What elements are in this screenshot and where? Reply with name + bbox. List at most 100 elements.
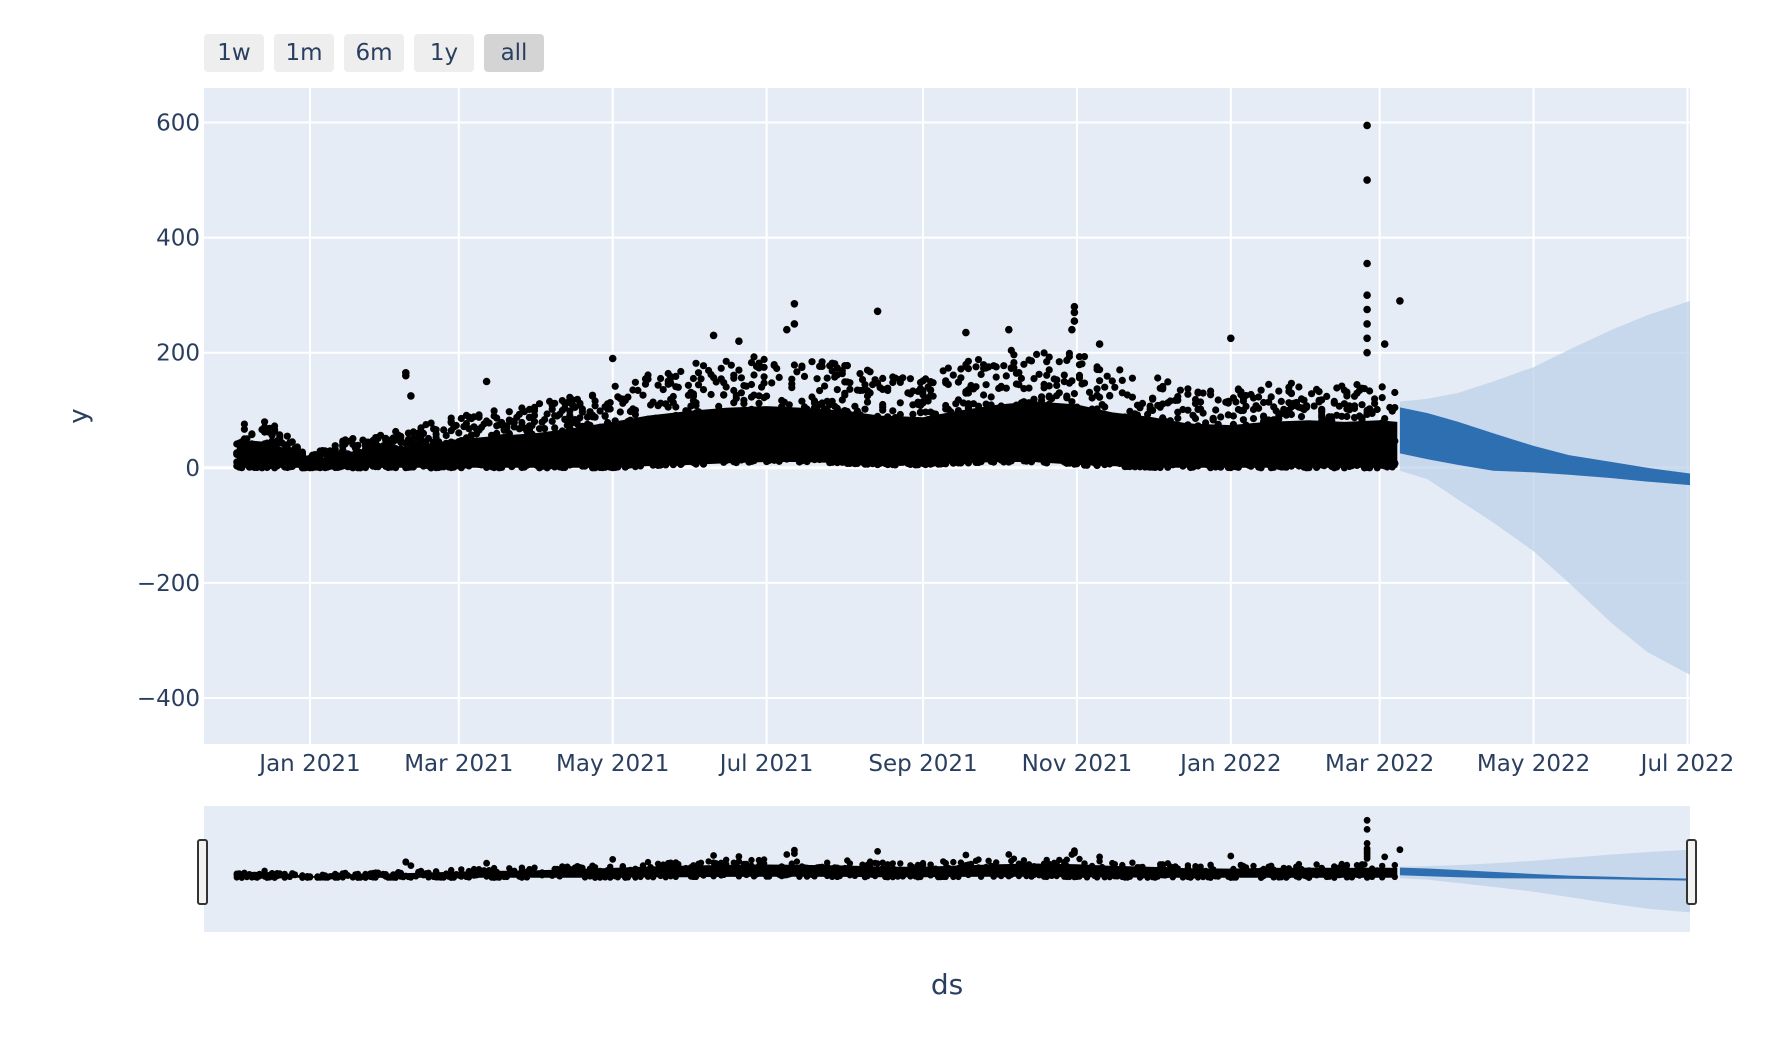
- observed-outlier-point: [407, 392, 415, 400]
- range-button-1y[interactable]: 1y: [414, 34, 474, 72]
- observed-point: [788, 426, 796, 434]
- observed-point: [982, 438, 990, 446]
- slider-observed-point: [1194, 872, 1202, 879]
- range-button-all[interactable]: all: [484, 34, 544, 72]
- observed-point: [1093, 437, 1101, 445]
- slider-observed-point: [1010, 855, 1018, 862]
- slider-observed-point: [594, 869, 601, 877]
- observed-point: [1371, 452, 1379, 460]
- slider-observed-point: [291, 871, 298, 879]
- slider-observed-point: [1053, 872, 1060, 880]
- slider-observed-point: [425, 873, 432, 880]
- observed-point: [1043, 371, 1051, 379]
- observed-point: [798, 397, 806, 405]
- slider-observed-point: [846, 872, 854, 879]
- observed-point: [1070, 407, 1078, 415]
- slider-observed-point: [339, 870, 346, 877]
- observed-point: [914, 448, 922, 456]
- observed-point: [447, 418, 455, 426]
- observed-point: [982, 381, 990, 389]
- observed-point: [727, 361, 735, 369]
- observed-point: [1000, 362, 1008, 370]
- observed-point: [1005, 458, 1013, 466]
- x-tick-label: Jul 2022: [1639, 751, 1735, 777]
- forecast-uncertainty-band: [1399, 300, 1690, 675]
- observed-point: [889, 373, 897, 381]
- slider-observed-point: [1015, 872, 1023, 880]
- observed-point: [1063, 392, 1071, 400]
- observed-point: [566, 456, 574, 464]
- observed-point: [626, 442, 635, 450]
- observed-point: [1136, 404, 1144, 412]
- observed-point: [899, 374, 907, 382]
- range-button-1m[interactable]: 1m: [274, 34, 334, 72]
- observed-point: [1257, 463, 1265, 471]
- observed-point: [672, 403, 680, 411]
- observed-point: [1091, 407, 1099, 415]
- observed-point: [1184, 446, 1192, 454]
- observed-point: [1176, 386, 1184, 394]
- observed-point: [1156, 403, 1164, 411]
- observed-point: [1103, 372, 1111, 380]
- observed-point: [720, 458, 728, 466]
- range-slider-right-handle[interactable]: [1686, 839, 1697, 905]
- observed-point: [720, 379, 728, 387]
- observed-point: [1133, 420, 1142, 428]
- slider-observed-point: [1129, 859, 1136, 866]
- observed-point: [253, 447, 261, 456]
- slider-observed-point: [1093, 867, 1101, 874]
- slider-observed-point: [735, 871, 743, 878]
- observed-point: [692, 409, 700, 417]
- slider-observed-point: [702, 869, 710, 877]
- observed-point: [1219, 426, 1227, 434]
- observed-point: [631, 450, 640, 458]
- observed-point: [687, 419, 695, 427]
- observed-point: [795, 432, 804, 440]
- slider-observed-outlier-point: [1363, 826, 1371, 833]
- observed-point: [679, 417, 688, 425]
- observed-point: [505, 436, 513, 444]
- observed-point: [891, 439, 899, 447]
- observed-point: [1191, 414, 1200, 423]
- observed-point: [760, 373, 768, 381]
- slider-observed-point: [783, 869, 790, 876]
- range-button-6m[interactable]: 6m: [344, 34, 404, 72]
- observed-point: [1297, 424, 1306, 432]
- observed-point: [1118, 376, 1126, 384]
- observed-point: [682, 407, 690, 415]
- slider-observed-point: [1366, 869, 1373, 876]
- observed-point: [803, 405, 811, 413]
- observed-point: [775, 446, 783, 454]
- observed-point: [1065, 459, 1073, 467]
- observed-point: [498, 457, 506, 465]
- observed-point: [1350, 402, 1359, 410]
- observed-outlier-point: [1005, 325, 1013, 334]
- observed-point: [1017, 374, 1025, 382]
- slider-observed-point: [362, 872, 369, 879]
- observed-point: [1360, 451, 1369, 459]
- observed-point: [846, 379, 854, 387]
- observed-point: [758, 431, 766, 440]
- observed-outlier-point: [1380, 340, 1389, 348]
- observed-point: [990, 362, 998, 370]
- observed-point: [894, 451, 902, 459]
- range-button-1w[interactable]: 1w: [204, 34, 264, 72]
- range-slider-left-handle[interactable]: [197, 839, 208, 905]
- observed-point: [755, 399, 763, 407]
- observed-point: [919, 426, 927, 434]
- observed-point: [1017, 420, 1025, 428]
- observed-outlier-point: [1068, 325, 1076, 334]
- slider-observed-point: [919, 861, 927, 868]
- slider-observed-point: [670, 871, 677, 878]
- observed-point: [810, 456, 819, 464]
- observed-point: [1166, 425, 1174, 433]
- observed-point: [346, 437, 354, 445]
- observed-point: [1234, 386, 1242, 394]
- observed-point: [828, 367, 836, 375]
- observed-point: [1133, 411, 1142, 419]
- observed-point: [243, 450, 251, 458]
- observed-point: [483, 463, 491, 471]
- observed-point: [732, 446, 740, 454]
- observed-point: [1257, 423, 1265, 432]
- observed-point: [715, 438, 723, 446]
